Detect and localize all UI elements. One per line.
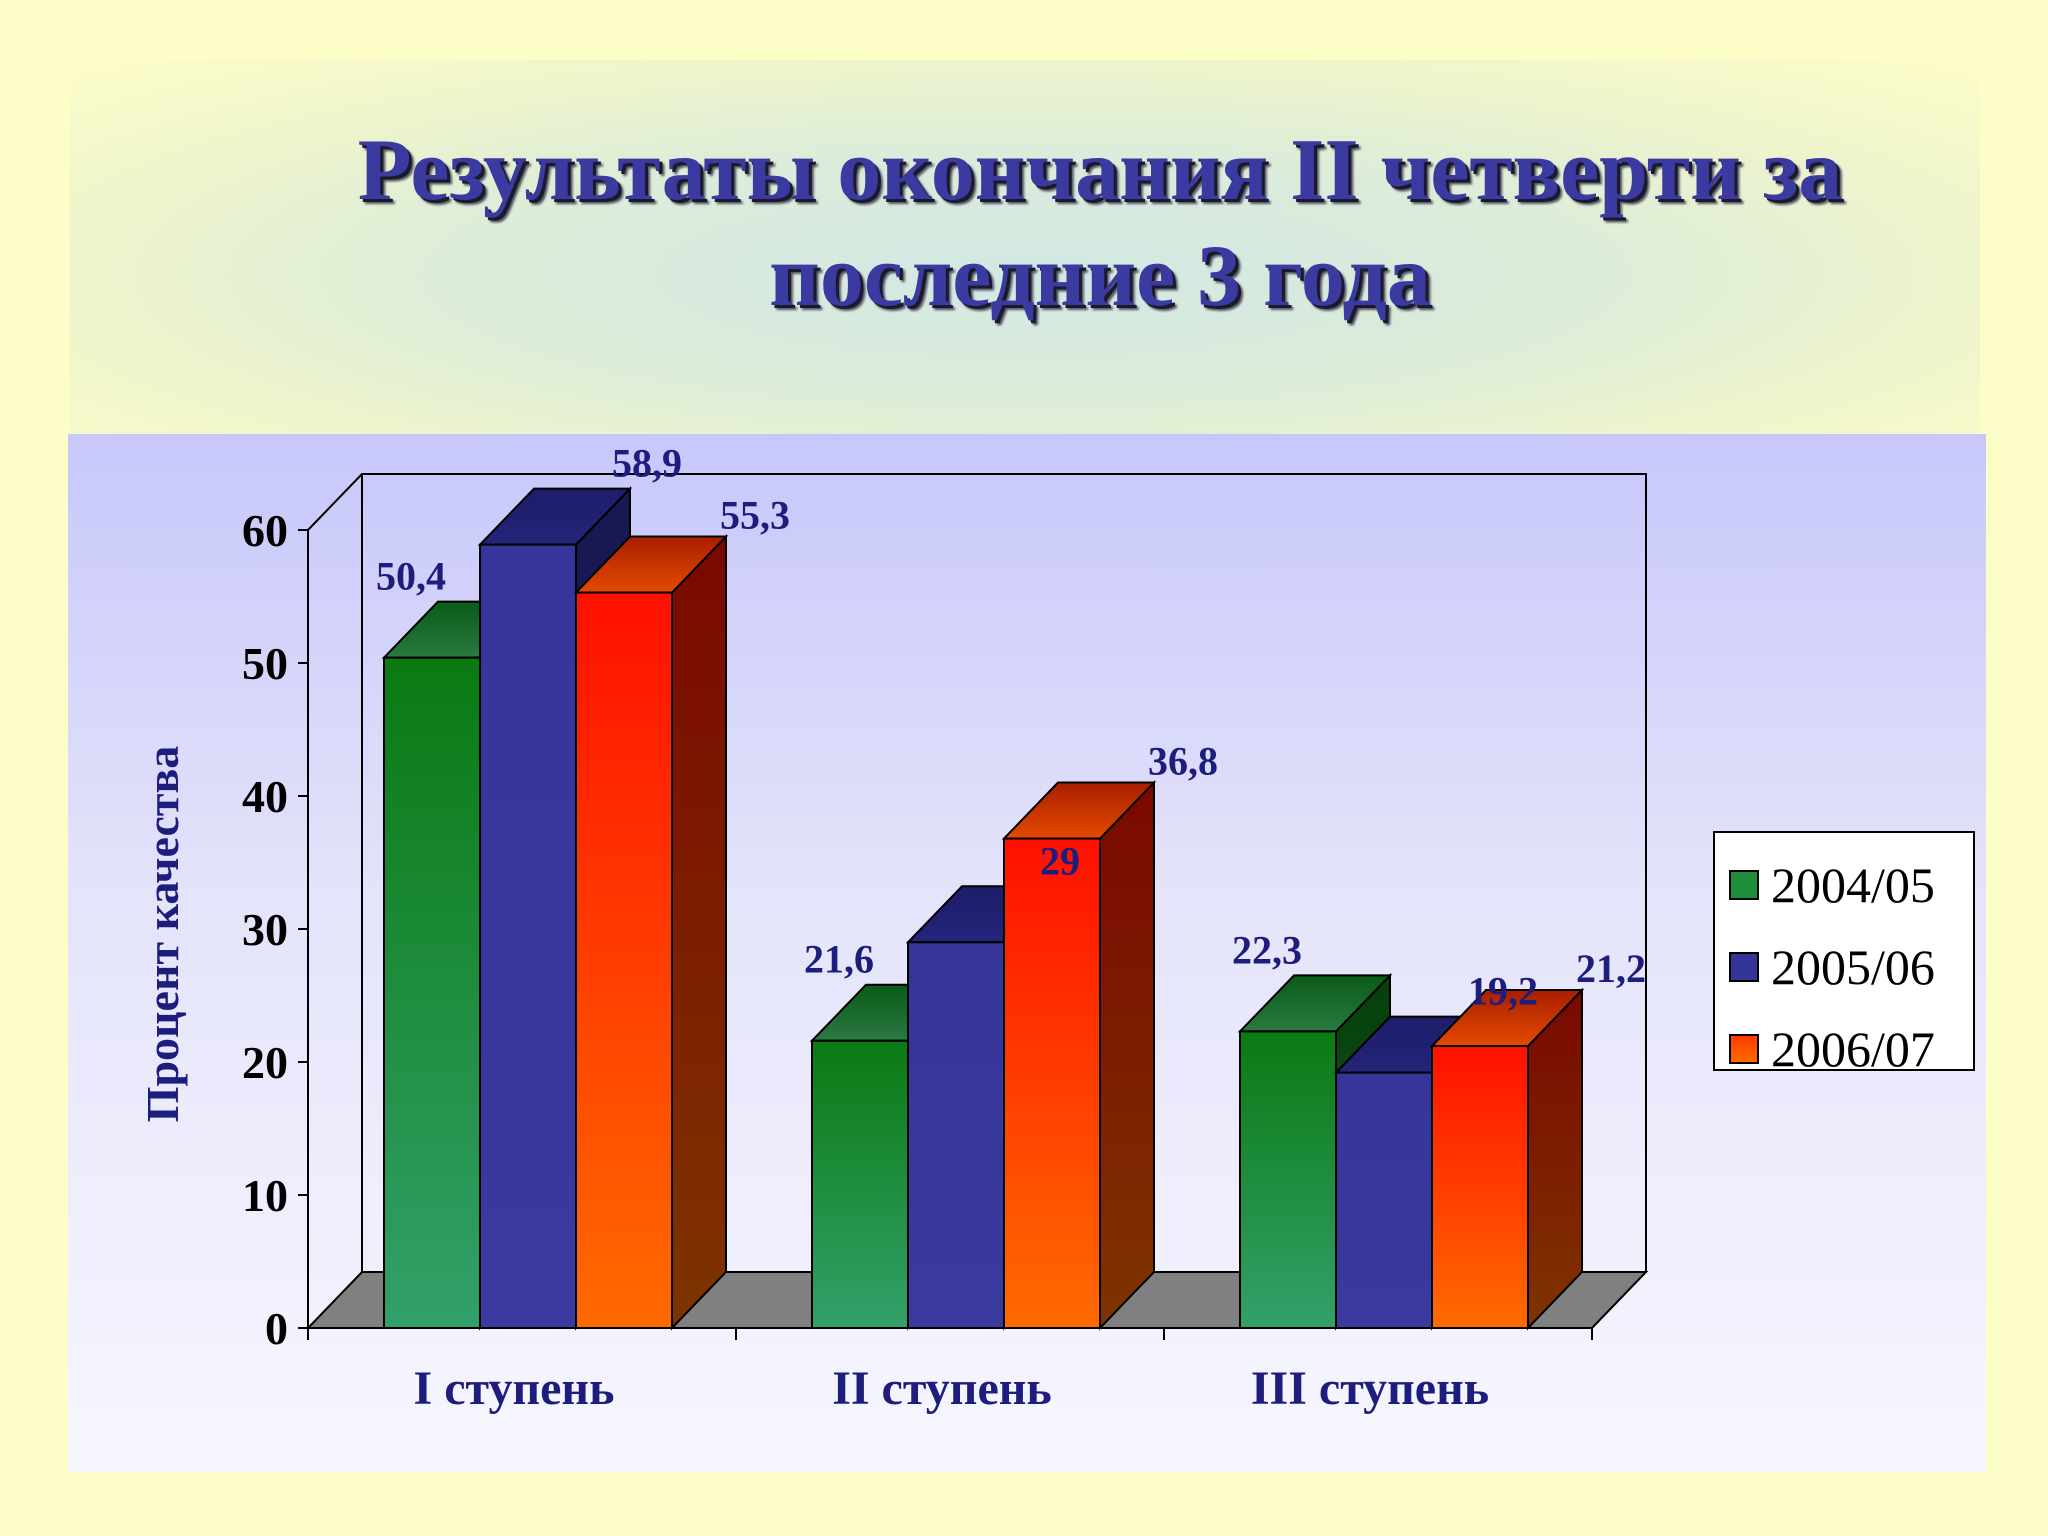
y-tick-label: 30 (242, 904, 288, 955)
bar-front-face (811, 1039, 909, 1329)
legend-item: 2004/05 (1729, 855, 1969, 915)
bar-front-face (1431, 1045, 1529, 1329)
data-label: 21,6 (804, 937, 874, 982)
bar-front-face (479, 543, 577, 1329)
bar-chart: 0 10 20 30 40 50 60 Процент качества I ступень II… (137, 441, 1649, 1415)
data-label: 58,9 (612, 441, 682, 486)
data-label: 21,2 (1576, 946, 1646, 991)
bar-front-face (1335, 1071, 1433, 1330)
legend-label: 2005/06 (1771, 939, 1935, 995)
data-labels: 50,4 58,9 55,3 21,6 29 36,8 22,3 19,2 21,2 (376, 441, 1646, 1014)
bar-front-face (383, 656, 481, 1329)
y-tick-label: 60 (242, 505, 288, 556)
data-label: 22,3 (1232, 927, 1302, 972)
x-category-label: III ступень (1251, 1362, 1489, 1415)
y-tick-label: 20 (242, 1037, 288, 1088)
legend-label: 2006/07 (1771, 1021, 1935, 1077)
data-label: 36,8 (1148, 739, 1218, 784)
data-label: 29 (1040, 838, 1080, 883)
bar-front-face (907, 941, 1005, 1329)
y-tick-label: 10 (242, 1170, 288, 1221)
bar-side-face (1527, 987, 1583, 1331)
legend-label: 2004/05 (1771, 857, 1935, 913)
chart-area: 0 10 20 30 40 50 60 Процент качества I ступень II… (68, 434, 1986, 1472)
bar-front-face (575, 591, 673, 1329)
legend-item: 2005/06 (1729, 937, 1969, 997)
title-background (70, 60, 1980, 450)
x-category-label: II ступень (832, 1362, 1052, 1415)
y-tick-label: 40 (242, 771, 288, 822)
y-tick-label: 0 (265, 1303, 288, 1354)
y-tick-label: 50 (242, 638, 288, 689)
bar (573, 534, 729, 1331)
bar (1429, 987, 1585, 1331)
bar-front-face (1003, 837, 1101, 1329)
y-axis-title: Процент качества (137, 746, 188, 1123)
data-label: 19,2 (1468, 969, 1538, 1014)
legend-item: 2006/07 (1729, 1019, 1969, 1079)
slide-title: Результаты окончания II четверти за посл… (357, 122, 1843, 325)
bar-front-face (1239, 1030, 1337, 1329)
legend-swatch (1729, 870, 1759, 900)
data-label: 55,3 (720, 493, 790, 538)
x-category-label: I ступень (414, 1362, 615, 1415)
legend-swatch (1729, 1034, 1759, 1064)
data-label: 50,4 (376, 554, 446, 599)
bar-side-face (1099, 780, 1155, 1331)
bar (1001, 780, 1157, 1331)
legend: 2004/05 2005/06 2006/07 (1713, 831, 1975, 1077)
bar-side-face (671, 534, 727, 1331)
legend-swatch (1729, 952, 1759, 982)
side-wall-top-edge (307, 473, 363, 531)
bars (381, 486, 1585, 1331)
